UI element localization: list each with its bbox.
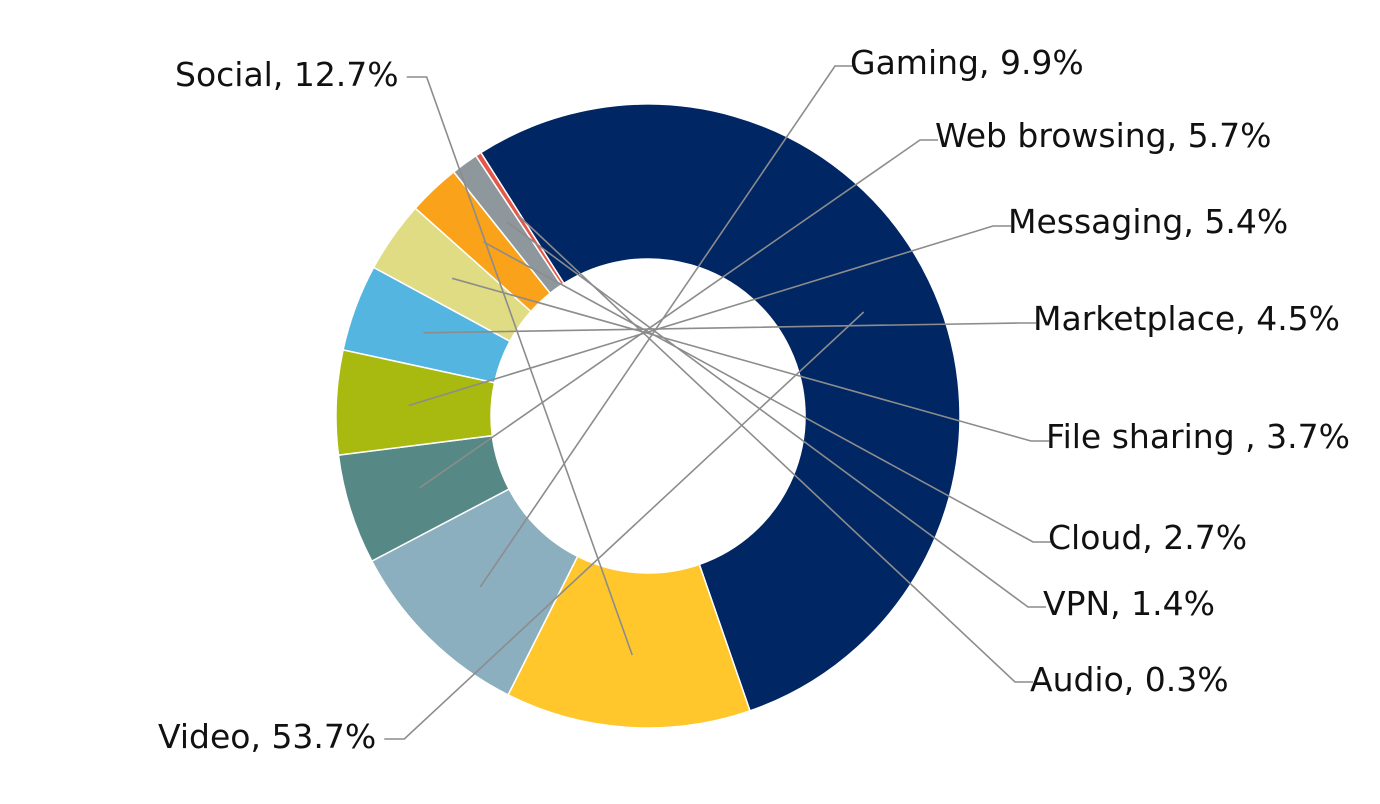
leader-line-audio <box>517 214 1033 683</box>
leader-line-video <box>384 311 865 740</box>
leader-line-messaging <box>408 225 1011 407</box>
data-label-vpn: VPN, 1.4% <box>1043 584 1215 623</box>
leader-line-web-browsing <box>419 139 938 489</box>
leader-line-group <box>384 65 1051 740</box>
leader-line-gaming <box>479 65 853 588</box>
data-label-social: Social, 12.7% <box>175 55 399 94</box>
data-label-group: Video, 53.7% Social, 12.7% Gaming, 9.9% Web… <box>158 43 1350 756</box>
slice-video <box>479 103 961 712</box>
leader-line-cloud <box>483 241 1051 543</box>
leader-line-file-sharing <box>451 277 1049 442</box>
data-label-file-sharing: File sharing , 3.7% <box>1046 417 1350 456</box>
leader-line-social <box>406 76 633 656</box>
data-label-messaging: Messaging, 5.4% <box>1008 202 1288 241</box>
slice-social <box>507 555 751 729</box>
slice-group <box>335 103 961 729</box>
data-label-audio: Audio, 0.3% <box>1030 660 1229 699</box>
leader-line-marketplace <box>423 322 1036 334</box>
data-label-marketplace: Marketplace, 4.5% <box>1033 299 1340 338</box>
data-label-cloud: Cloud, 2.7% <box>1048 518 1247 557</box>
leader-line-vpn <box>506 221 1046 608</box>
data-label-gaming: Gaming, 9.9% <box>850 43 1084 82</box>
data-label-web-browsing: Web browsing, 5.7% <box>935 116 1271 155</box>
data-label-video: Video, 53.7% <box>158 717 376 756</box>
